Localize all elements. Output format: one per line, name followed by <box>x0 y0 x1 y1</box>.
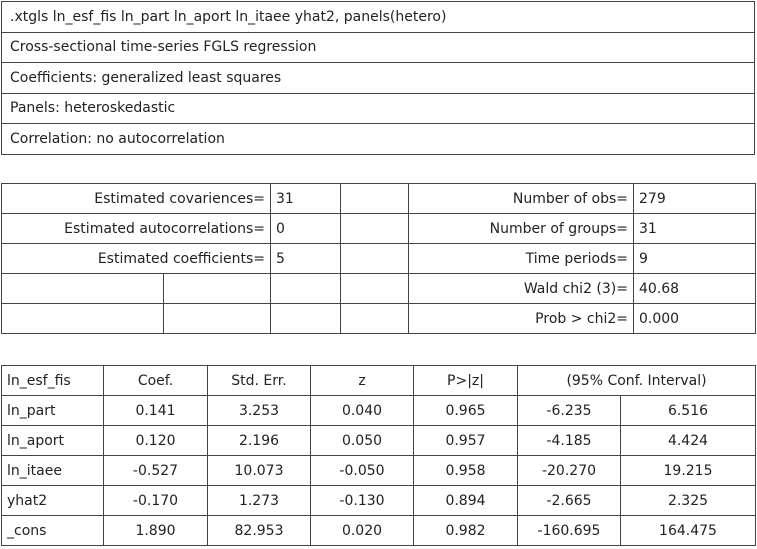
summary-row: Prob > chi2= 0.000 <box>1 303 756 334</box>
header-row: Correlation: no autocorrelation <box>1 123 755 155</box>
stat-value: -0.050 <box>310 455 414 486</box>
header-line: Cross-sectional time-series FGLS regress… <box>1 31 755 63</box>
stat-value: 0.040 <box>310 395 414 426</box>
stat-value: 0.894 <box>413 485 518 516</box>
column-header: Std. Err. <box>207 365 311 396</box>
summary-value: 9 <box>633 243 756 274</box>
stat-value: 0.965 <box>413 395 518 426</box>
stat-value: -2.665 <box>517 485 621 516</box>
stat-value: 0.982 <box>413 515 518 546</box>
stat-value: 164.475 <box>619 515 757 546</box>
regression-table: ln_esf_fis Coef. Std. Err. z P>|z| (95% Conf.… <box>1 365 757 546</box>
stat-value: -0.527 <box>103 455 208 486</box>
regression-row: ln_itaee -0.527 10.073 -0.050 0.958 -20.270 19… <box>1 455 757 486</box>
summary-label: Estimated autocorrelations= <box>1 213 271 244</box>
variable-name: _cons <box>1 515 104 546</box>
summary-value: 5 <box>270 243 341 274</box>
stat-value: 82.953 <box>207 515 311 546</box>
regression-row: ln_part 0.141 3.253 0.040 0.965 -6.235 6.516 <box>1 395 757 426</box>
column-header: Coef. <box>103 365 208 396</box>
summary-label: Number of obs= <box>408 183 634 214</box>
header-row: Coefficients: generalized least squares <box>1 62 755 94</box>
variable-name: ln_part <box>1 395 104 426</box>
empty-cell <box>340 183 409 214</box>
stat-value: -6.235 <box>517 395 621 426</box>
empty-cell <box>270 273 341 304</box>
header-row: Panels: heteroskedastic <box>1 92 755 124</box>
header-line: Coefficients: generalized least squares <box>1 62 755 94</box>
summary-label: Time periods= <box>408 243 634 274</box>
summary-value: 31 <box>633 213 756 244</box>
header-line: .xtgls ln_esf_fis ln_part ln_aport ln_it… <box>1 1 755 33</box>
summary-label: Estimated coefficients= <box>1 243 271 274</box>
summary-row: Wald chi2 (3)= 40.68 <box>1 273 756 304</box>
empty-cell <box>340 243 409 274</box>
stat-value: -4.185 <box>517 425 621 456</box>
summary-value: 31 <box>270 183 341 214</box>
summary-row: Estimated covariences= 31 Number of obs= 27… <box>1 183 756 214</box>
variable-name: yhat2 <box>1 485 104 516</box>
empty-cell <box>163 303 271 334</box>
variable-name: ln_aport <box>1 425 104 456</box>
stat-value: -20.270 <box>517 455 621 486</box>
summary-row: Estimated coefficients= 5 Time periods= 9 <box>1 243 756 274</box>
header-row: Cross-sectional time-series FGLS regress… <box>1 31 755 63</box>
header-line: Panels: heteroskedastic <box>1 92 755 124</box>
regression-header: ln_esf_fis Coef. Std. Err. z P>|z| (95% Conf.… <box>1 365 757 396</box>
regression-row: yhat2 -0.170 1.273 -0.130 0.894 -2.665 2.325 <box>1 485 757 516</box>
summary-table: Estimated covariences= 31 Number of obs= 27… <box>1 183 756 334</box>
stat-value: -160.695 <box>517 515 621 546</box>
empty-cell <box>163 273 271 304</box>
regression-row: _cons 1.890 82.953 0.020 0.982 -160.695 164.47… <box>1 515 757 546</box>
regression-row: ln_aport 0.120 2.196 0.050 0.957 -4.185 4.424 <box>1 425 757 456</box>
summary-label: Estimated covariences= <box>1 183 271 214</box>
summary-value: 40.68 <box>633 273 756 304</box>
summary-label: Wald chi2 (3)= <box>408 273 634 304</box>
column-header: P>|z| <box>413 365 518 396</box>
stat-value: 0.957 <box>413 425 518 456</box>
stat-value: 2.325 <box>619 485 757 516</box>
variable-name: ln_itaee <box>1 455 104 486</box>
empty-cell <box>340 213 409 244</box>
column-header: (95% Conf. Interval) <box>516 365 757 396</box>
summary-value: 279 <box>633 183 756 214</box>
summary-value: 0.000 <box>633 303 756 334</box>
stat-value: 1.273 <box>207 485 311 516</box>
stat-value: -0.130 <box>310 485 414 516</box>
stat-value: 10.073 <box>207 455 311 486</box>
stat-value: 0.120 <box>103 425 208 456</box>
stat-value: 2.196 <box>207 425 311 456</box>
empty-cell <box>1 273 164 304</box>
summary-label: Prob > chi2= <box>408 303 634 334</box>
stat-value: 19.215 <box>619 455 757 486</box>
stat-value: 3.253 <box>207 395 311 426</box>
stat-value: 6.516 <box>619 395 757 426</box>
empty-cell <box>1 303 164 334</box>
stat-value: 0.958 <box>413 455 518 486</box>
stat-value: 1.890 <box>103 515 208 546</box>
empty-cell <box>340 303 409 334</box>
header-line: Correlation: no autocorrelation <box>1 123 755 155</box>
summary-label: Number of groups= <box>408 213 634 244</box>
header-row: .xtgls ln_esf_fis ln_part ln_aport ln_it… <box>1 1 755 33</box>
empty-cell <box>270 303 341 334</box>
column-header: ln_esf_fis <box>1 365 104 396</box>
stat-value: 0.050 <box>310 425 414 456</box>
empty-cell <box>340 273 409 304</box>
stat-value: -0.170 <box>103 485 208 516</box>
stat-value: 4.424 <box>619 425 757 456</box>
summary-value: 0 <box>270 213 341 244</box>
column-header: z <box>310 365 414 396</box>
command-header: .xtgls ln_esf_fis ln_part ln_aport ln_it… <box>1 1 755 155</box>
stat-value: 0.020 <box>310 515 414 546</box>
summary-row: Estimated autocorrelations= 0 Number of gr… <box>1 213 756 244</box>
stat-value: 0.141 <box>103 395 208 426</box>
